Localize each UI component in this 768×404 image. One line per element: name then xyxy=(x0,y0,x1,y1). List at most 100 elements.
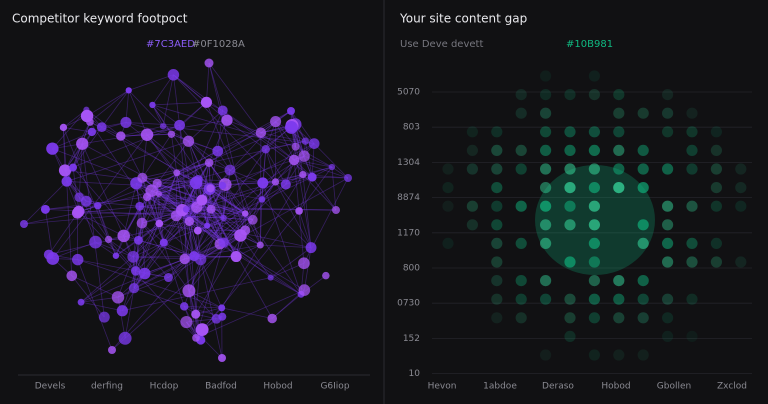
node xyxy=(40,204,50,214)
dot xyxy=(662,126,674,138)
edge xyxy=(224,184,241,236)
edge xyxy=(138,193,160,241)
node xyxy=(218,354,226,362)
dot xyxy=(588,126,601,138)
edge xyxy=(141,223,146,274)
edge xyxy=(152,104,164,127)
dot xyxy=(662,293,674,305)
dot xyxy=(491,237,503,249)
x-axis-label: Hobod xyxy=(601,382,630,392)
node xyxy=(255,127,267,138)
edge xyxy=(186,209,208,226)
node xyxy=(258,196,266,203)
edge xyxy=(89,121,211,189)
edge xyxy=(171,133,218,152)
edge xyxy=(115,239,139,257)
node xyxy=(298,257,310,270)
node xyxy=(58,164,72,177)
edge xyxy=(207,219,253,227)
edge xyxy=(197,230,241,236)
dot xyxy=(637,163,649,175)
edge xyxy=(142,140,306,179)
dot xyxy=(637,144,649,156)
edge xyxy=(158,193,190,222)
dot xyxy=(588,312,601,324)
dot xyxy=(613,275,625,287)
dot xyxy=(637,349,649,361)
node xyxy=(191,309,201,319)
edge xyxy=(210,188,246,214)
edge xyxy=(244,146,296,214)
edge xyxy=(138,239,195,257)
dot xyxy=(515,200,527,212)
dot xyxy=(515,163,527,175)
edge xyxy=(77,212,124,237)
node xyxy=(20,220,28,228)
edge xyxy=(138,223,160,241)
edge xyxy=(209,188,263,200)
edge xyxy=(293,159,300,212)
edge xyxy=(146,196,190,222)
dot xyxy=(662,89,674,101)
edge xyxy=(133,240,139,289)
node xyxy=(287,106,295,115)
edge xyxy=(271,294,302,319)
node xyxy=(179,302,189,311)
edge xyxy=(120,125,164,137)
node xyxy=(173,169,181,177)
node xyxy=(182,205,190,213)
dot xyxy=(686,144,698,156)
edge xyxy=(158,193,203,201)
dot xyxy=(613,293,625,305)
dot xyxy=(491,182,503,194)
dot xyxy=(637,107,649,119)
edge xyxy=(52,131,92,149)
edge xyxy=(168,255,195,278)
node xyxy=(137,172,148,183)
edge xyxy=(196,206,337,211)
dot xyxy=(491,200,503,212)
edge xyxy=(208,62,262,133)
node xyxy=(72,253,84,266)
edge xyxy=(176,150,218,174)
node xyxy=(217,105,228,116)
edge xyxy=(97,205,117,256)
edge xyxy=(275,181,312,248)
edge xyxy=(173,74,207,103)
edge xyxy=(265,149,276,183)
dot xyxy=(515,89,527,101)
edge xyxy=(66,181,98,207)
node xyxy=(111,291,125,304)
edge xyxy=(64,124,180,171)
edge xyxy=(298,166,333,212)
dot xyxy=(515,275,527,287)
edge xyxy=(52,148,212,210)
dot xyxy=(540,163,552,175)
edge xyxy=(120,135,246,214)
x-axis-label: derfing xyxy=(91,382,123,392)
edge xyxy=(175,215,186,260)
node xyxy=(180,315,193,329)
dot xyxy=(686,163,698,175)
dot xyxy=(588,349,601,361)
edge xyxy=(162,125,315,145)
edge xyxy=(298,210,305,264)
edge xyxy=(144,258,185,274)
edge xyxy=(23,209,183,225)
dot xyxy=(588,89,601,101)
dot xyxy=(540,70,552,82)
edge xyxy=(48,211,80,255)
node xyxy=(206,204,216,214)
node xyxy=(142,192,152,202)
edge xyxy=(175,215,195,257)
dot xyxy=(491,275,503,287)
edge xyxy=(189,220,305,291)
node xyxy=(86,118,94,126)
node xyxy=(149,101,156,109)
node xyxy=(271,178,280,186)
edge xyxy=(152,104,172,135)
edge xyxy=(260,132,295,161)
y-axis-label: 1304 xyxy=(397,158,420,168)
dot xyxy=(491,219,503,231)
edge xyxy=(186,209,221,245)
